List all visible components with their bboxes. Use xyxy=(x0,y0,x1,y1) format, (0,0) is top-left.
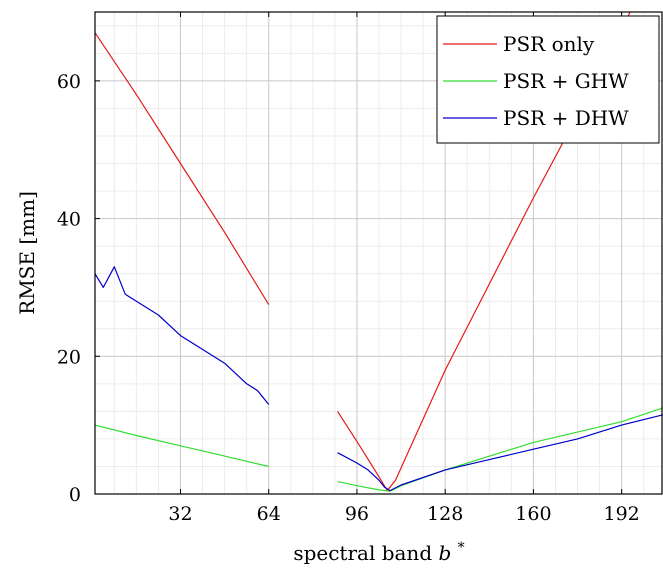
axes-frame xyxy=(94,11,663,495)
y-tick-label: 20 xyxy=(57,346,81,368)
x-tick-label: 96 xyxy=(345,503,369,525)
x-axis-label-symbol: b xyxy=(438,541,451,565)
grid-lines xyxy=(95,12,663,495)
x-tick-label: 160 xyxy=(515,503,551,525)
x-axis-label-text: spectral band xyxy=(293,541,432,565)
x-axis-label: spectral band b * xyxy=(293,540,464,565)
legend: PSR only PSR + GHW PSR + DHW xyxy=(436,15,660,144)
legend-box xyxy=(436,15,660,144)
series-line-1-segment-1 xyxy=(95,32,270,305)
y-tick-label: 40 xyxy=(57,209,81,231)
x-tick-label: 128 xyxy=(427,503,463,525)
legend-entry-label: PSR + DHW xyxy=(503,106,629,130)
y-axis-label: RMSE [mm] xyxy=(15,191,39,315)
x-axis-label-superscript: * xyxy=(458,540,465,556)
y-tick-label: 0 xyxy=(69,484,81,506)
legend-entry-label: PSR + GHW xyxy=(503,69,629,93)
x-tick-label: 64 xyxy=(257,503,281,525)
series-line-3-segment-2 xyxy=(337,414,663,492)
series-line-2-segment-1 xyxy=(95,424,269,468)
x-tick-label: 32 xyxy=(168,503,192,525)
y-tick-label: 60 xyxy=(57,71,81,93)
x-tick-label: 192 xyxy=(604,503,640,525)
axis-ticks: 32 64 96 128 160 192 0 20 40 60 xyxy=(57,12,640,525)
series-line-3-segment-1 xyxy=(95,266,270,405)
series-line-2-segment-2 xyxy=(337,407,663,492)
legend-entry-label: PSR only xyxy=(503,32,595,56)
